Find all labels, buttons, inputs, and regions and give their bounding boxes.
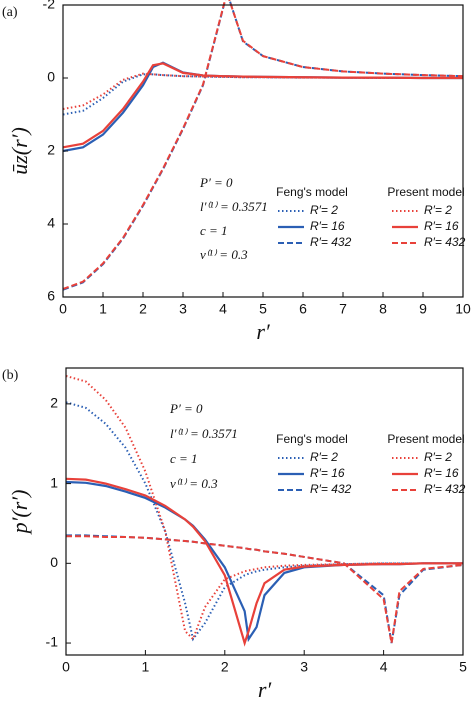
x-tick-label: 5 xyxy=(459,659,467,675)
plot-frame xyxy=(62,4,464,298)
legend-label: R′= 16 xyxy=(310,219,345,233)
x-tick-label: 3 xyxy=(179,301,187,317)
x-tick-label: 5 xyxy=(259,301,267,317)
legend-label: R′= 432 xyxy=(424,482,466,496)
legend-title: Feng's model xyxy=(276,432,348,446)
annotation: l′⁽¹⁾ = 0.3571 xyxy=(200,199,268,214)
y-axis-label: ūz(r′) xyxy=(7,127,32,175)
data-line xyxy=(62,0,464,291)
legend-label: R′= 432 xyxy=(310,482,352,496)
annotation: c = 1 xyxy=(170,451,198,466)
panel-label: (b) xyxy=(2,368,19,383)
x-tick-label: 1 xyxy=(142,659,150,675)
y-tick-label: 0 xyxy=(47,69,55,85)
plot-frame xyxy=(65,367,464,656)
data-line xyxy=(62,72,463,111)
x-tick-label: 4 xyxy=(380,659,388,675)
x-tick-label: 10 xyxy=(455,301,471,317)
legend-label: R′= 2 xyxy=(310,450,338,464)
x-axis-label: r′ xyxy=(258,677,273,702)
x-tick-label: 9 xyxy=(419,301,427,317)
legend-label: R′= 432 xyxy=(424,235,466,249)
legend-label: R′= 2 xyxy=(424,203,452,217)
annotation: P′ = 0 xyxy=(199,175,233,190)
legend-title: Present model xyxy=(387,432,464,446)
x-axis-label: r′ xyxy=(256,319,271,344)
x-tick-label: 0 xyxy=(59,301,67,317)
y-tick-label: 0 xyxy=(50,554,58,570)
x-tick-label: 7 xyxy=(339,301,347,317)
x-tick-label: 1 xyxy=(99,301,107,317)
x-tick-label: 2 xyxy=(221,659,229,675)
x-tick-label: 8 xyxy=(379,301,387,317)
x-tick-label: 2 xyxy=(139,301,147,317)
y-axis-label: p′(r′) xyxy=(7,490,32,536)
legend-label: R′= 16 xyxy=(424,466,459,480)
data-line xyxy=(62,62,463,149)
legend-label: R′= 432 xyxy=(310,235,352,249)
y-tick-label: 2 xyxy=(50,395,58,411)
x-tick-label: 3 xyxy=(300,659,308,675)
legend-title: Present model xyxy=(387,185,464,199)
legend-label: R′= 16 xyxy=(424,219,459,233)
data-line xyxy=(65,477,463,647)
y-tick-label: -2 xyxy=(43,0,56,12)
y-tick-label: 4 xyxy=(47,215,55,231)
legend-label: R′= 2 xyxy=(310,203,338,217)
x-tick-label: 6 xyxy=(299,301,307,317)
y-tick-label: 1 xyxy=(50,474,58,490)
y-tick-label: 6 xyxy=(47,288,55,304)
data-line xyxy=(66,535,464,644)
annotation: l′⁽¹⁾ = 0.3571 xyxy=(170,426,238,441)
annotation: ν⁽¹⁾ = 0.3 xyxy=(170,476,218,491)
annotation: P′ = 0 xyxy=(169,401,203,416)
legend-title: Feng's model xyxy=(276,185,348,199)
y-tick-label: -1 xyxy=(46,634,59,650)
data-line xyxy=(62,0,464,290)
x-tick-label: 0 xyxy=(62,659,70,675)
annotation: c = 1 xyxy=(200,223,228,238)
annotation: ν⁽¹⁾ = 0.3 xyxy=(200,247,248,262)
y-tick-label: 2 xyxy=(47,142,55,158)
panel-label: (a) xyxy=(2,5,18,20)
x-tick-label: 4 xyxy=(219,301,227,317)
data-line xyxy=(65,480,463,643)
legend-label: R′= 2 xyxy=(424,450,452,464)
legend-label: R′= 16 xyxy=(310,466,345,480)
